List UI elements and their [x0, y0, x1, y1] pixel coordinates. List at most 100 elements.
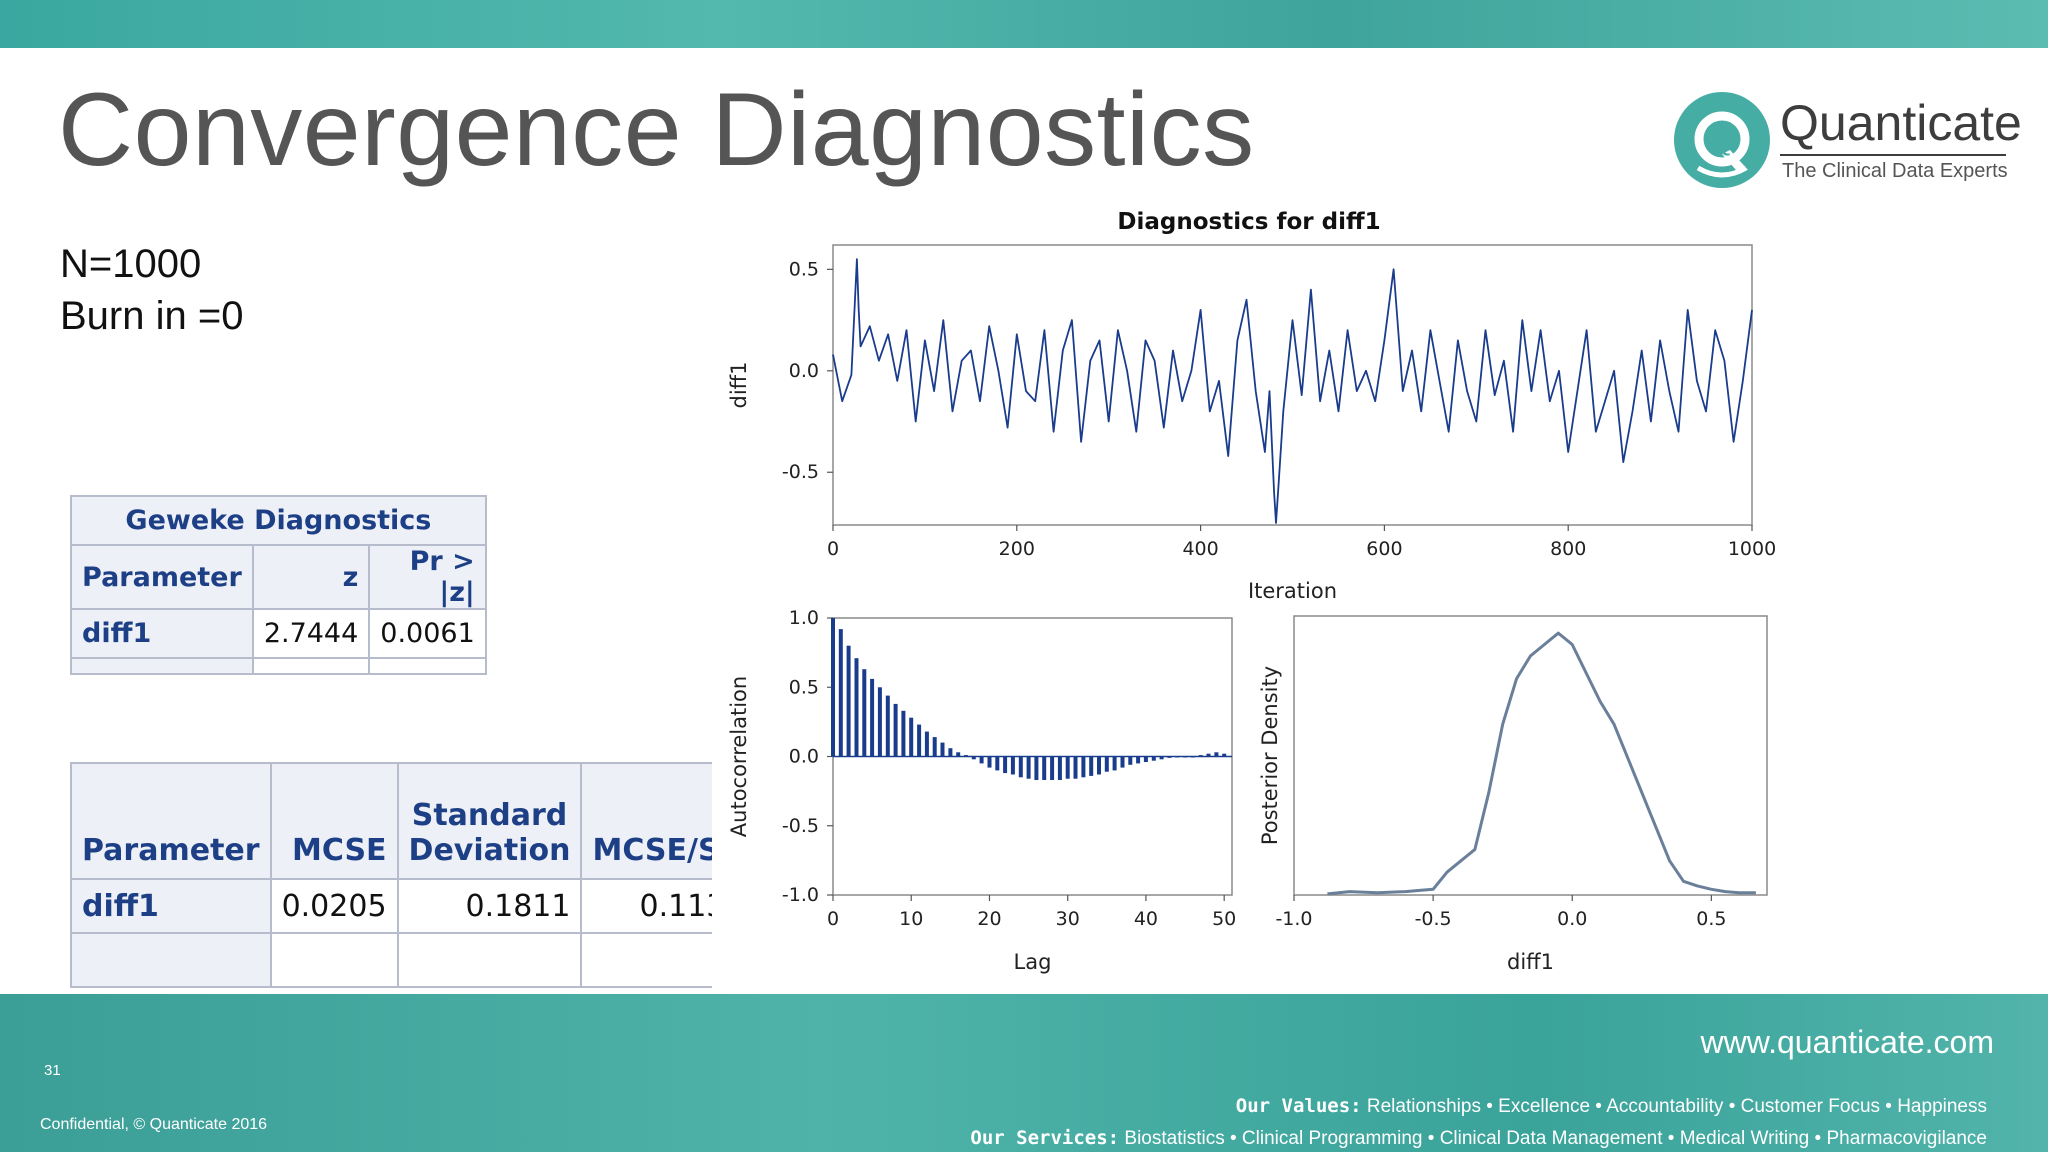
autocorrelation-bar: [1214, 752, 1219, 757]
autocorrelation-bar: [1159, 756, 1164, 760]
services-text: Biostatistics • Clinical Programming • C…: [1124, 1128, 1987, 1149]
values-label: Our Values:: [1235, 1095, 1362, 1117]
autocorrelation-bar: [1081, 756, 1086, 778]
autocorrelation-bar: [932, 737, 937, 757]
header-line: Deviation: [408, 833, 571, 868]
quanticate-logo-icon: Q: [1674, 92, 1770, 188]
x-tick-label: 10: [899, 908, 923, 930]
header-line: Standard: [411, 798, 568, 833]
column-header: Standard Deviation: [396, 762, 583, 880]
x-tick-label: 20: [977, 908, 1001, 930]
autocorrelation-bar: [979, 756, 984, 764]
x-tick-label: -1.0: [1275, 908, 1312, 930]
autocorrelation-bar: [1073, 756, 1078, 779]
y-tick-label: 0.0: [789, 746, 819, 768]
y-tick-label: 0.5: [789, 676, 819, 698]
autocorrelation-bar: [995, 756, 1000, 771]
confidential-note: Confidential, © Quanticate 2016: [40, 1116, 268, 1133]
services-label: Our Services:: [970, 1127, 1120, 1149]
autocorrelation-bar: [1143, 756, 1148, 762]
x-tick-label: 30: [1056, 908, 1080, 930]
table-cell: 2.7444: [251, 608, 371, 659]
geweke-diagnostics-table: Geweke Diagnostics Parameter z Pr > |z| …: [70, 495, 487, 675]
x-tick-label: 1000: [1728, 538, 1776, 560]
autocorrelation-bar: [1050, 756, 1055, 780]
y-tick-label: -1.0: [782, 884, 819, 906]
autocorrelation-bar: [901, 710, 906, 757]
autocorrelation-bar: [1018, 756, 1023, 778]
table-cell: 0.0061: [368, 608, 487, 659]
values-text: Relationships • Excellence • Accountabil…: [1366, 1096, 1987, 1117]
density-curve: [1327, 631, 1756, 896]
autocorrelation-bar: [1026, 756, 1031, 779]
autocorrelation-bar: [964, 755, 968, 757]
column-header: MCSE: [269, 762, 399, 880]
autocorrelation-bar: [987, 756, 992, 768]
row-header: diff1: [70, 608, 254, 659]
autocorrelation-bar: [1120, 756, 1125, 768]
autocorrelation-bar: [917, 724, 922, 757]
autocorrelation-bar: [885, 695, 890, 757]
plot-frame: [1293, 615, 1768, 896]
x-tick-label: 0: [827, 538, 839, 560]
autocorrelation-bar: [1104, 756, 1109, 772]
autocorrelation-bar: [1003, 756, 1008, 774]
top-banner: [0, 0, 2048, 48]
x-axis-label: Lag: [1014, 950, 1052, 974]
autocorrelation-bar: [854, 658, 859, 757]
autocorrelation-bar: [831, 618, 835, 757]
y-tick-label: 0.0: [789, 360, 819, 382]
autocorrelation-bar: [1175, 756, 1180, 758]
x-tick-label: 0.0: [1557, 908, 1587, 930]
logo-tagline: The Clinical Data Experts: [1782, 160, 2008, 182]
website-link[interactable]: www.quanticate.com: [1700, 1024, 1994, 1060]
column-header: Parameter: [70, 544, 254, 610]
y-axis-label: diff1: [727, 362, 751, 409]
plot-frame: [832, 244, 1753, 526]
autocorrelation-bar: [1128, 756, 1133, 765]
table-row: [70, 657, 487, 675]
autocorrelation-bar: [1206, 753, 1211, 757]
mcse-table: Parameter MCSE Standard Deviation MCSE/S…: [70, 762, 757, 988]
x-tick-label: 0.5: [1696, 908, 1726, 930]
trace-line: [832, 258, 1753, 524]
y-tick-label: -0.5: [782, 815, 819, 837]
y-tick-label: 0.5: [789, 258, 819, 280]
burn-in-text: Burn in =0: [60, 294, 244, 338]
autocorrelation-bar: [870, 678, 875, 757]
autocorrelation-bar: [1198, 755, 1203, 757]
logo-underline: [1780, 154, 2006, 156]
footer-banner: 31 www.quanticate.com Our Values: Relati…: [0, 994, 2048, 1152]
autocorrelation-bar: [1089, 756, 1094, 776]
autocorrelation-bar: [846, 645, 851, 757]
y-axis-label: Autocorrelation: [727, 676, 751, 837]
table-cell: 0.0205: [269, 878, 399, 934]
autocorrelation-bar: [1112, 756, 1117, 771]
diagnostics-panel: Diagnostics for diff1 0 200 400 600 800 1000 0.…: [712, 200, 1846, 990]
autocorrelation-bar: [893, 703, 898, 757]
autocorrelation-bar: [971, 756, 976, 760]
x-tick-label: 600: [1366, 538, 1402, 560]
x-tick-label: -0.5: [1415, 908, 1452, 930]
x-tick-label: 40: [1134, 908, 1158, 930]
quanticate-logo: Q Quanticate The Clinical Data Experts: [1672, 90, 2022, 190]
logo-mark-letter: Q: [1710, 124, 1733, 157]
slide-number: 31: [44, 1062, 61, 1079]
y-tick-label: -0.5: [782, 461, 819, 483]
table-cell: 0.1811: [396, 878, 583, 934]
y-axis-label: Posterior Density: [1258, 666, 1282, 845]
autocorrelation-bar: [1010, 756, 1015, 775]
x-tick-label: 50: [1212, 908, 1236, 930]
autocorrelation-bar: [1151, 756, 1156, 761]
autocorrelation-bar: [1042, 756, 1047, 780]
services-line: Our Services: Biostatistics • Clinical P…: [970, 1127, 1987, 1150]
sample-size-text: N=1000: [60, 242, 202, 286]
x-axis-label: diff1: [1507, 950, 1554, 974]
autocorrelation-bar: [1097, 756, 1101, 775]
x-tick-label: 200: [999, 538, 1035, 560]
logo-name: Quanticate: [1780, 95, 2022, 151]
autocorrelation-bar: [1222, 753, 1227, 757]
autocorrelation-bar: [877, 687, 882, 757]
autocorrelation-bar: [838, 629, 843, 757]
x-tick-label: 400: [1182, 538, 1218, 560]
